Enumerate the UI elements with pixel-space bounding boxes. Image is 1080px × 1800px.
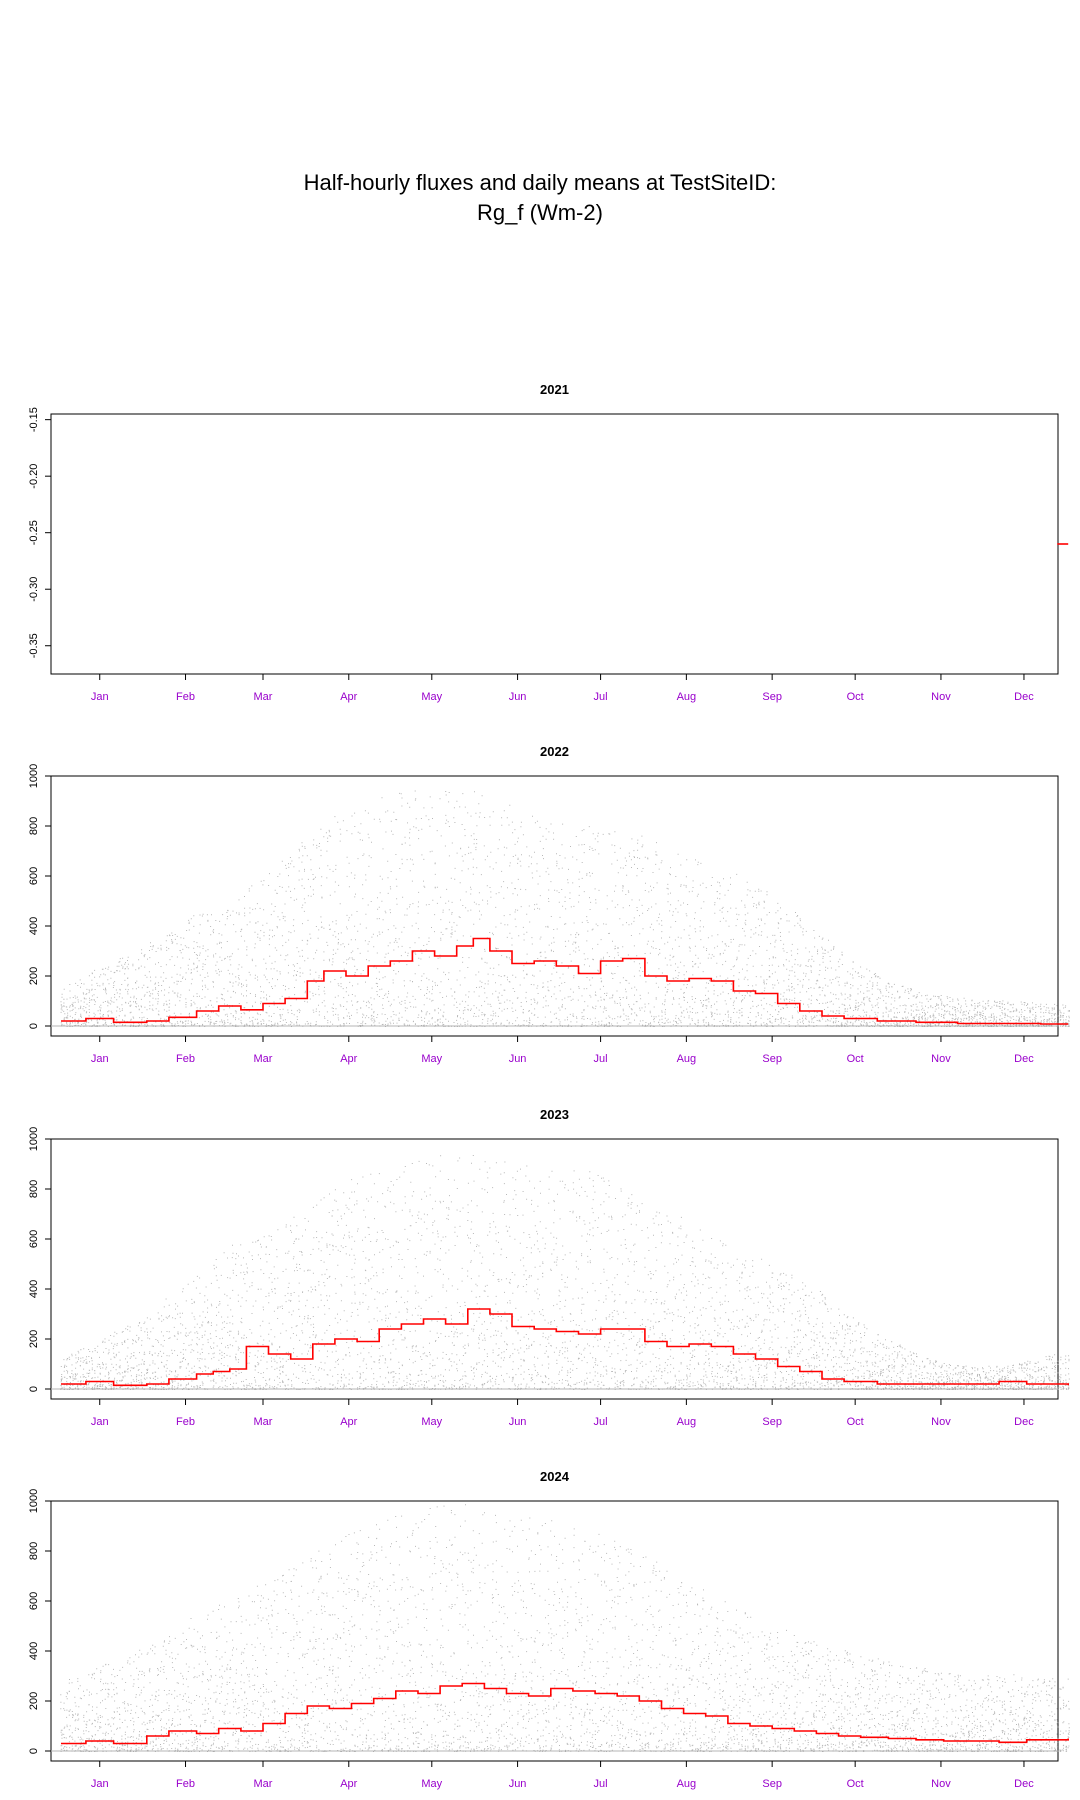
main-title-line2: Rg_f (Wm-2) [477, 200, 603, 225]
month-label-sep: Sep [762, 1053, 782, 1065]
month-label-feb: Feb [176, 1053, 195, 1065]
panel-frame [50, 1138, 1059, 1400]
month-label-mar: Mar [254, 1778, 273, 1790]
panel-title-2022: 2022 [540, 744, 569, 759]
y-tick-label: 0 [28, 1386, 40, 1392]
main-title: Half-hourly fluxes and daily means at Te… [0, 168, 1080, 228]
month-label-jun: Jun [509, 691, 527, 703]
month-label-jan: Jan [91, 1053, 109, 1065]
y-tick-label: 800 [28, 817, 40, 835]
month-label-jan: Jan [91, 1416, 109, 1428]
month-label-apr: Apr [340, 1416, 357, 1428]
y-tick-label: 800 [28, 1542, 40, 1560]
month-label-may: May [421, 691, 442, 703]
month-label-nov: Nov [931, 691, 951, 703]
panel-frame [50, 413, 1059, 675]
month-label-aug: Aug [677, 1778, 697, 1790]
y-tick-label: 0 [28, 1748, 40, 1754]
y-tick-label: -0.20 [28, 464, 40, 489]
month-label-oct: Oct [847, 1778, 864, 1790]
month-label-dec: Dec [1014, 1053, 1034, 1065]
month-label-dec: Dec [1014, 691, 1034, 703]
month-label-oct: Oct [847, 1416, 864, 1428]
y-tick-label: -0.15 [28, 407, 40, 432]
halfhourly-scatter [60, 1155, 1070, 1390]
month-label-jan: Jan [91, 691, 109, 703]
month-label-jul: Jul [594, 1416, 608, 1428]
month-label-aug: Aug [677, 1053, 697, 1065]
halfhourly-points [60, 1155, 1070, 1390]
month-label-nov: Nov [931, 1053, 951, 1065]
month-label-may: May [421, 1416, 442, 1428]
y-tick-label: 1000 [28, 1127, 40, 1151]
month-label-jul: Jul [594, 691, 608, 703]
month-label-mar: Mar [254, 1053, 273, 1065]
month-label-mar: Mar [254, 1416, 273, 1428]
halfhourly-scatter [60, 790, 1070, 1027]
month-label-aug: Aug [677, 1416, 697, 1428]
y-tick-label: -0.35 [28, 633, 40, 658]
month-label-jul: Jul [594, 1778, 608, 1790]
month-label-oct: Oct [847, 691, 864, 703]
daily-mean-series-2022 [61, 937, 1069, 1025]
y-tick-label: 400 [28, 917, 40, 935]
month-label-jun: Jun [509, 1778, 527, 1790]
y-tick-label: 200 [28, 1692, 40, 1710]
month-label-dec: Dec [1014, 1416, 1034, 1428]
y-tick-label: 200 [28, 1330, 40, 1348]
month-label-jun: Jun [509, 1053, 527, 1065]
month-label-jun: Jun [509, 1416, 527, 1428]
month-label-nov: Nov [931, 1778, 951, 1790]
daily-mean-series-2023 [61, 1308, 1069, 1387]
month-label-nov: Nov [931, 1416, 951, 1428]
panel-frame [50, 775, 1059, 1037]
main-title-line1: Half-hourly fluxes and daily means at Te… [303, 170, 777, 195]
month-label-feb: Feb [176, 1778, 195, 1790]
y-tick-label: 800 [28, 1180, 40, 1198]
y-tick-label: -0.30 [28, 577, 40, 602]
y-tick-label: 0 [28, 1023, 40, 1029]
month-label-apr: Apr [340, 691, 357, 703]
panel-title-2024: 2024 [540, 1469, 570, 1484]
y-tick-label: 400 [28, 1280, 40, 1298]
halfhourly-points [60, 1504, 1070, 1752]
month-label-may: May [421, 1053, 442, 1065]
panel-title-2023: 2023 [540, 1107, 569, 1122]
month-label-sep: Sep [762, 1778, 782, 1790]
month-label-feb: Feb [176, 691, 195, 703]
daily-mean-series-2024 [61, 1682, 1069, 1745]
month-label-apr: Apr [340, 1053, 357, 1065]
y-tick-label: 400 [28, 1642, 40, 1660]
month-label-feb: Feb [176, 1416, 195, 1428]
panel-frame [50, 1500, 1059, 1762]
y-tick-label: -0.25 [28, 520, 40, 545]
month-label-sep: Sep [762, 1416, 782, 1428]
y-tick-label: 600 [28, 867, 40, 885]
month-label-may: May [421, 1778, 442, 1790]
y-tick-label: 600 [28, 1592, 40, 1610]
y-tick-label: 1000 [28, 1489, 40, 1513]
y-tick-label: 200 [28, 967, 40, 985]
y-tick-label: 1000 [28, 764, 40, 788]
halfhourly-scatter [60, 1504, 1070, 1752]
month-label-dec: Dec [1014, 1778, 1034, 1790]
month-label-aug: Aug [677, 691, 697, 703]
y-tick-label: 600 [28, 1230, 40, 1248]
month-label-mar: Mar [254, 691, 273, 703]
month-label-sep: Sep [762, 691, 782, 703]
month-label-jan: Jan [91, 1778, 109, 1790]
panel-title-2021: 2021 [540, 382, 569, 397]
month-label-oct: Oct [847, 1053, 864, 1065]
halfhourly-points [60, 790, 1070, 1027]
month-label-jul: Jul [594, 1053, 608, 1065]
month-label-apr: Apr [340, 1778, 357, 1790]
